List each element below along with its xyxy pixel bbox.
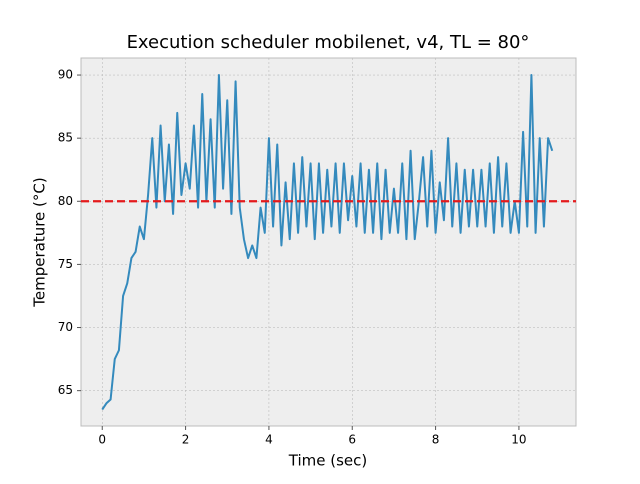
y-tick-label: 85 — [58, 131, 73, 145]
y-axis-label: Temperature (°C) — [31, 177, 49, 307]
x-tick-label: 0 — [98, 433, 106, 447]
x-tick-label: 10 — [511, 433, 526, 447]
y-tick-label: 80 — [58, 194, 73, 208]
chart-title: Execution scheduler mobilenet, v4, TL = … — [127, 32, 530, 53]
x-axis-label: Time (sec) — [288, 452, 367, 470]
y-tick-label: 75 — [58, 257, 73, 271]
data-line — [101, 74, 554, 411]
x-tick-label: 6 — [348, 433, 356, 447]
y-tick-label: 90 — [58, 68, 73, 82]
y-tick-label: 65 — [58, 383, 73, 397]
x-tick-label: 4 — [265, 433, 273, 447]
plot-area — [80, 57, 577, 427]
x-tick-label: 2 — [182, 433, 190, 447]
x-tick-label: 8 — [432, 433, 440, 447]
y-tick-label: 70 — [58, 320, 73, 334]
